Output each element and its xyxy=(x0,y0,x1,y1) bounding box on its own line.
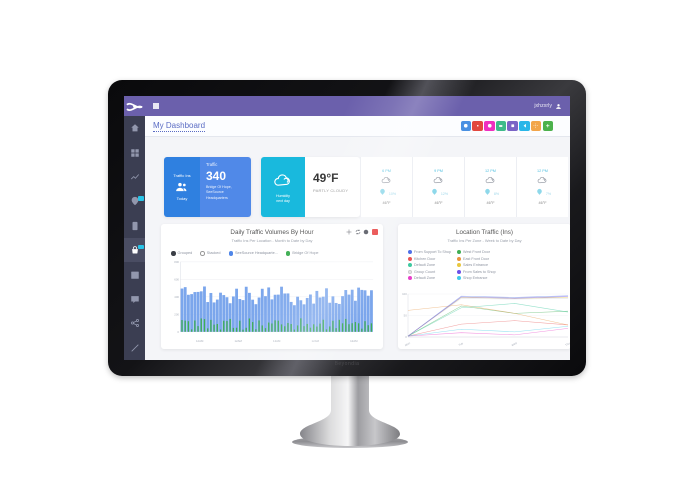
svg-text:Tue: Tue xyxy=(458,341,464,347)
svg-text:12AM: 12AM xyxy=(196,339,204,343)
svg-text:Thu: Thu xyxy=(564,341,570,347)
svg-text:12AM: 12AM xyxy=(312,339,320,343)
svg-text:200: 200 xyxy=(174,312,179,316)
svg-text:Wed: Wed xyxy=(511,341,518,347)
svg-text:0: 0 xyxy=(405,335,407,339)
svg-text:Mon: Mon xyxy=(404,341,411,347)
svg-text:600: 600 xyxy=(174,277,179,281)
svg-text:800: 800 xyxy=(174,260,179,264)
svg-text:12AM: 12AM xyxy=(234,339,242,343)
svg-text:12AM: 12AM xyxy=(350,339,358,343)
svg-text:400: 400 xyxy=(174,295,179,299)
svg-text:100: 100 xyxy=(402,292,407,296)
svg-text:50: 50 xyxy=(404,314,408,318)
svg-text:0: 0 xyxy=(177,330,179,334)
svg-text:12AM: 12AM xyxy=(273,339,281,343)
